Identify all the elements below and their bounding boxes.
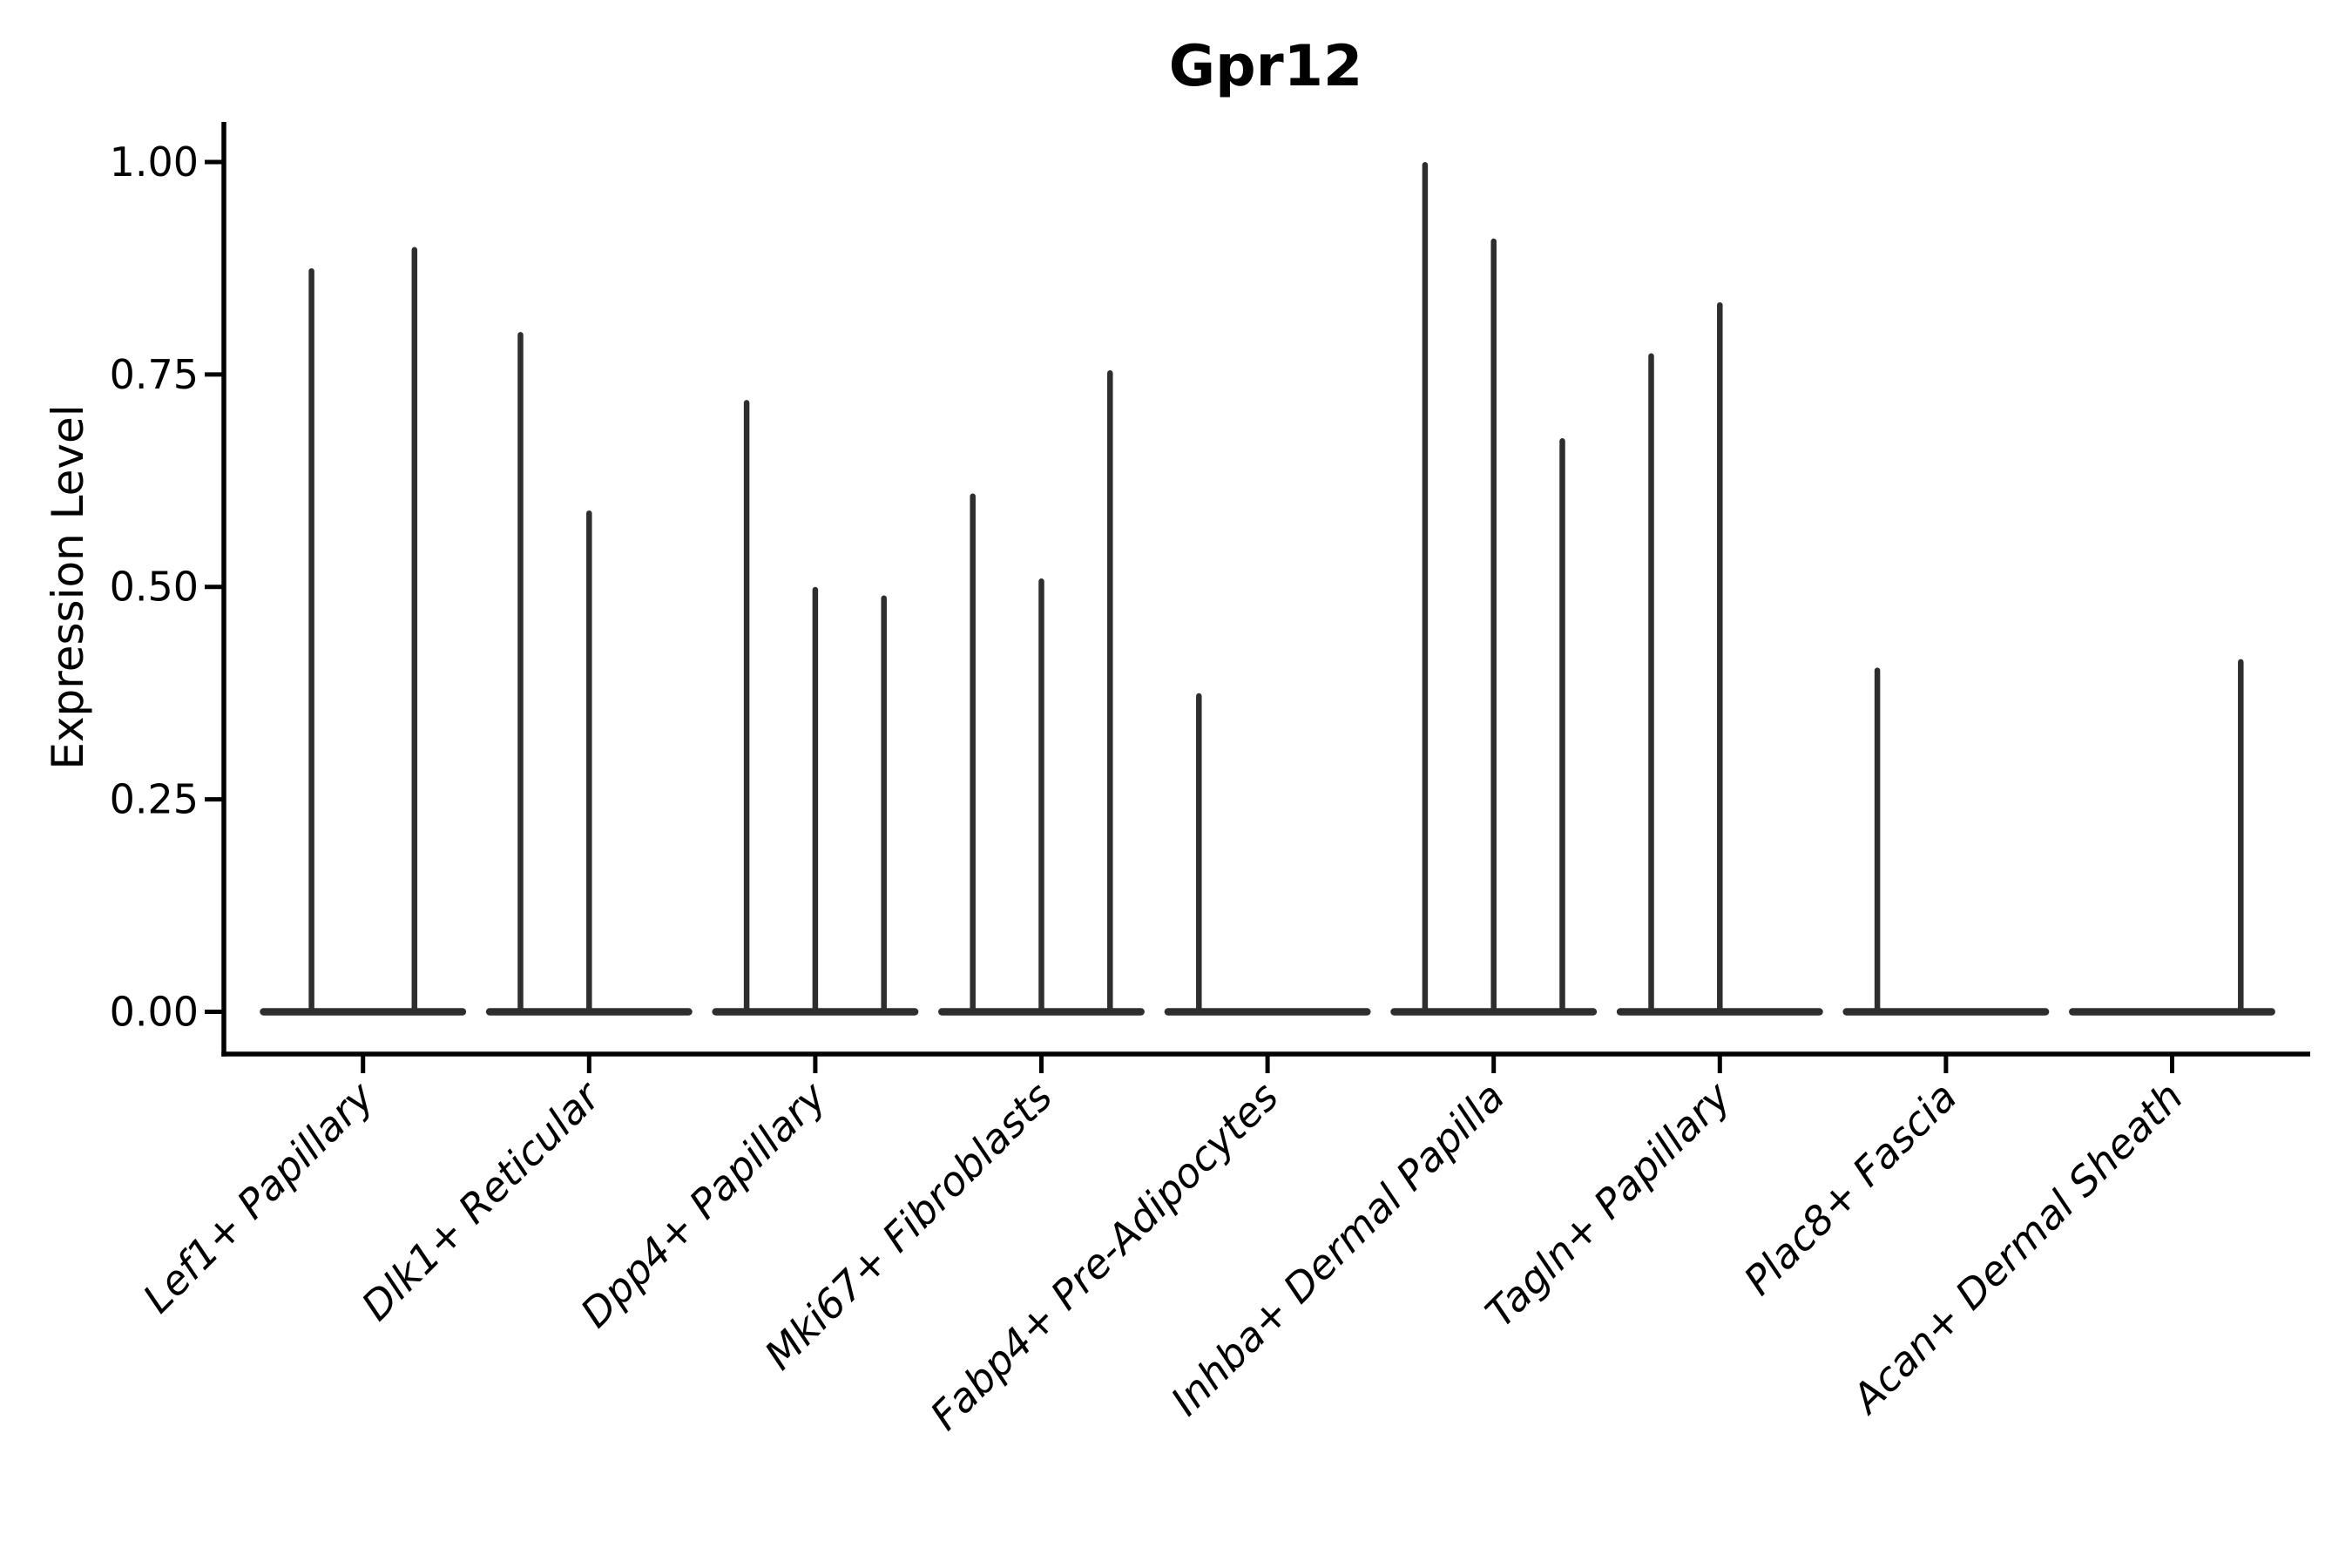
x-tick-label: Tagln+ Papillary [1477, 1072, 1740, 1336]
y-tick-label: 0.00 [110, 989, 199, 1036]
x-tick-label: Dpp4+ Papillary [571, 1072, 835, 1336]
x-tick-label: Lef1+ Papillary [134, 1072, 383, 1321]
violin-plot-area [205, 122, 2310, 1073]
x-tick-label: Plac8+ Fascia [1734, 1073, 1965, 1304]
y-tick-label: 1.00 [110, 139, 199, 186]
y-axis-label: Expression Level [43, 404, 93, 769]
y-tick-label: 0.75 [110, 351, 199, 398]
x-tick-label: Dlk1+ Reticular [352, 1071, 611, 1329]
y-tick-label: 0.25 [110, 776, 199, 823]
chart-title: Gpr12 [1169, 34, 1362, 99]
y-tick-label: 0.50 [110, 564, 199, 611]
